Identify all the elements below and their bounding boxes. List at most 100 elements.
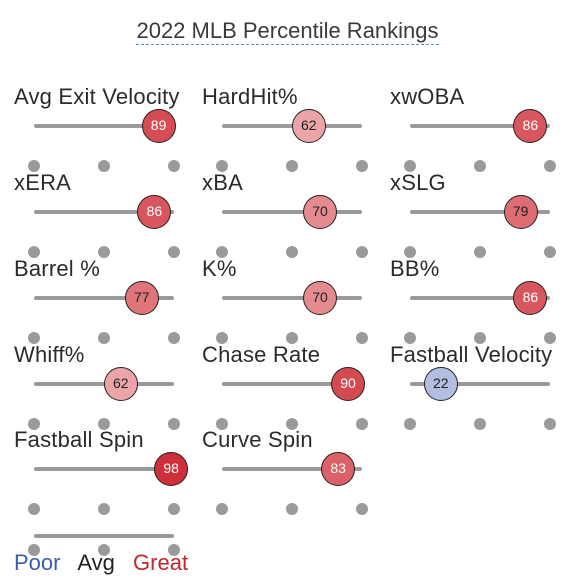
metric-barrel: Barrel % 77 (0, 256, 180, 344)
track-dot-poor (216, 160, 228, 172)
metric-label: K% (202, 256, 237, 281)
track-dot-avg (98, 160, 110, 172)
percentile-track: 89 (28, 109, 180, 172)
percentile-track: 62 (28, 367, 180, 430)
metric-xera: xERA 86 (0, 170, 180, 258)
metric-curve-spin: Curve Spin 83 (188, 427, 368, 515)
track-dot-great (168, 503, 180, 515)
track-dot-poor (404, 332, 416, 344)
metric-label: BB% (390, 256, 440, 281)
track-dot-avg (286, 246, 298, 258)
track-dot-avg (98, 503, 110, 515)
track-dot-great (168, 418, 180, 430)
track-dot-avg (474, 246, 486, 258)
legend-great-label: Great (133, 550, 189, 575)
legend-dot-great (168, 544, 180, 556)
percentile-track: 90 (216, 367, 368, 430)
track-dot-poor (216, 246, 228, 258)
percentile-track: 62 (216, 109, 368, 172)
metric-avg-exit-velocity: Avg Exit Velocity 89 (0, 84, 180, 172)
track-dot-avg (286, 160, 298, 172)
track-dot-poor (28, 418, 40, 430)
metric-chase-rate: Chase Rate 90 (188, 342, 368, 430)
legend-avg-label: Avg (77, 550, 115, 575)
metric-label: Barrel % (14, 256, 100, 281)
track-dot-great (544, 246, 556, 258)
track-dot-poor (216, 418, 228, 430)
track-dot-poor (404, 418, 416, 430)
metric-xslg: xSLG 79 (376, 170, 556, 258)
track-dot-poor (404, 160, 416, 172)
metric-fastball-spin: Fastball Spin 98 (0, 427, 189, 515)
track-dot-great (168, 246, 180, 258)
metric-xwoba: xwOBA 86 (376, 84, 556, 172)
track-dot-great (544, 418, 556, 430)
track-dot-poor (28, 503, 40, 515)
percentile-track: 83 (216, 452, 368, 515)
metric-label: Fastball Velocity (390, 342, 553, 367)
percentile-badge: 70 (303, 281, 337, 315)
track-dot-avg (474, 418, 486, 430)
track-dot-poor (404, 246, 416, 258)
percentile-track: 70 (216, 195, 368, 258)
metric-label: HardHit% (202, 84, 298, 109)
track-dot-avg (98, 418, 110, 430)
metric-fastball-velocity: Fastball Velocity 22 (376, 342, 556, 430)
percentile-badge: 22 (423, 367, 458, 401)
percentile-track: 86 (404, 281, 556, 344)
percentile-badge: 89 (141, 109, 176, 143)
track-dot-avg (286, 332, 298, 344)
metric-label: xERA (14, 170, 72, 195)
percentile-track: 79 (404, 195, 556, 258)
track-dot-avg (98, 246, 110, 258)
track-dot-avg (98, 332, 110, 344)
percentile-track: 86 (28, 195, 180, 258)
track-dot-great (168, 160, 180, 172)
track-dot-avg (286, 503, 298, 515)
percentile-badge: 86 (513, 109, 548, 143)
track-dot-poor (216, 332, 228, 344)
track-dot-avg (474, 160, 486, 172)
metric-label: Fastball Spin (14, 427, 144, 452)
percentile-badge: 86 (137, 195, 172, 229)
percentile-badge: 77 (124, 281, 159, 315)
track-dot-great (544, 332, 556, 344)
track-dot-great (356, 418, 368, 430)
metric-label: xwOBA (390, 84, 465, 109)
percentile-track: 70 (216, 281, 368, 344)
percentile-badge: 83 (321, 452, 356, 486)
percentile-badge: 79 (503, 195, 538, 229)
legend-track (28, 534, 180, 556)
legend-poor-label: Poor (14, 550, 61, 575)
track-dot-great (168, 332, 180, 344)
metric-bb: BB% 86 (376, 256, 556, 344)
metric-label: Curve Spin (202, 427, 313, 452)
percentile-badge: 62 (291, 109, 326, 143)
percentile-track: 77 (28, 281, 180, 344)
percentile-track: 22 (404, 367, 556, 430)
track-dot-poor (28, 332, 40, 344)
percentile-badge: 70 (303, 195, 337, 229)
track-dot-great (356, 246, 368, 258)
percentile-track: 98 (28, 452, 189, 515)
track-dot-avg (474, 332, 486, 344)
percentile-badge: 86 (513, 281, 548, 315)
legend: Poor Avg Great (14, 520, 214, 579)
metric-label: xSLG (390, 170, 446, 195)
legend-dot-poor (28, 544, 40, 556)
track-dot-great (356, 332, 368, 344)
track-dot-great (356, 160, 368, 172)
track-dot-poor (216, 503, 228, 515)
track-dot-poor (28, 246, 40, 258)
metric-whiff: Whiff% 62 (0, 342, 180, 430)
track-dot-great (544, 160, 556, 172)
legend-dot-avg (98, 544, 110, 556)
title-text: 2022 MLB Percentile Rankings (136, 18, 439, 45)
page-title: 2022 MLB Percentile Rankings (0, 18, 575, 45)
metric-label: Whiff% (14, 342, 85, 367)
percentile-track: 86 (404, 109, 556, 172)
metric-k: K% 70 (188, 256, 368, 344)
metric-label: Chase Rate (202, 342, 321, 367)
track-dot-great (356, 503, 368, 515)
